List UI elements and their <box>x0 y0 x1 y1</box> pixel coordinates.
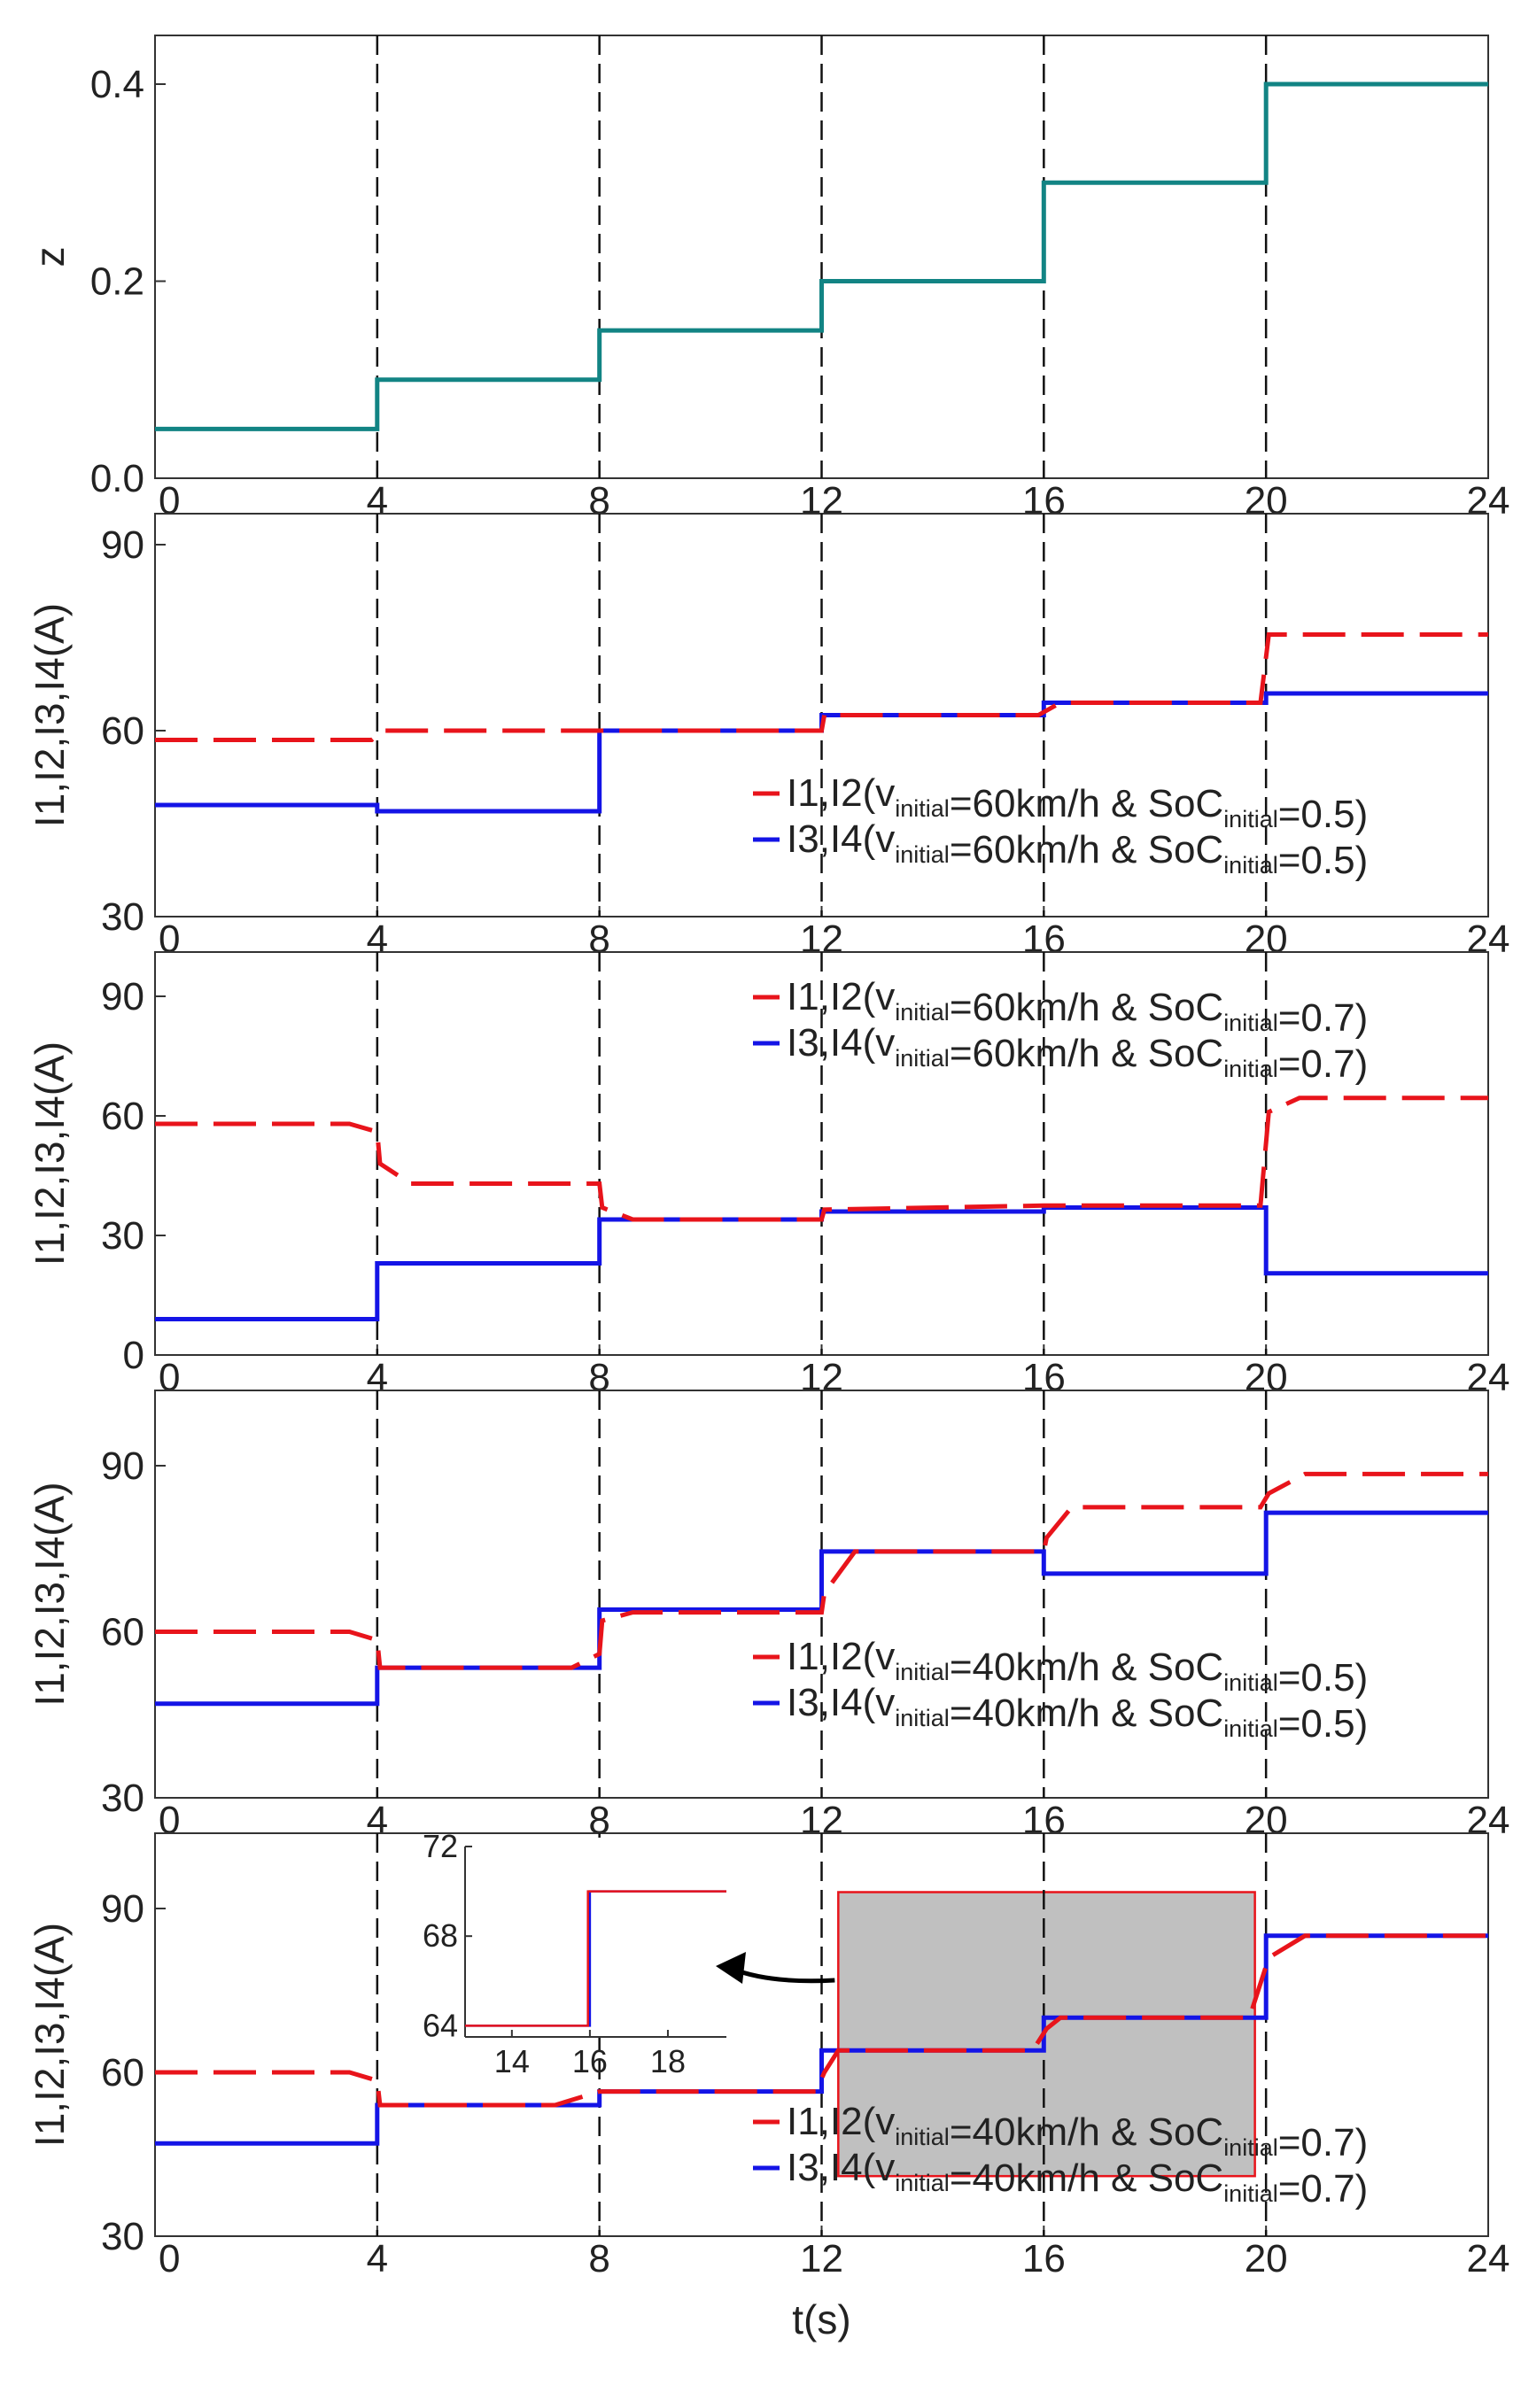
inset-y-tick-label: 64 <box>423 2007 458 2043</box>
y-tick-label: 60 <box>101 1611 144 1654</box>
zoom-inset: 64 68 72 14 16 18 <box>423 1828 835 2079</box>
legend-label: I3,I4(vinitial=60km/h & SoCinitial=0.7) <box>787 1021 1368 1086</box>
legend-label: I1,I2(vinitial=60km/h & SoCinitial=0.5) <box>787 771 1368 836</box>
panel-v40-soc07: 30 60 90 0 4 8 12 16 20 24 I1,I2,I3,I4(A) I1,I2(vin… <box>27 1828 1509 2342</box>
y-tick-label: 0.4 <box>90 63 144 106</box>
x-tick-label: 20 <box>1245 2237 1288 2280</box>
y-axis-label: z <box>27 247 73 267</box>
y-tick-label: 90 <box>101 1444 144 1488</box>
legend-entry: I3,I4(vinitial=40km/h & SoCinitial=0.7) <box>753 2146 1368 2211</box>
y-axis-label: I1,I2,I3,I4(A) <box>27 1041 73 1266</box>
inset-y-tick-label: 68 <box>423 1917 458 1954</box>
y-tick-label: 0.0 <box>90 457 144 500</box>
y-tick-label: 90 <box>101 975 144 1018</box>
inset-background <box>465 1838 726 2037</box>
legend-entry: I1,I2(vinitial=40km/h & SoCinitial=0.7) <box>753 2100 1368 2164</box>
y-tick-label: 0.2 <box>90 260 144 304</box>
x-tick-label: 0 <box>159 479 180 523</box>
legend-entry: I1,I2(vinitial=60km/h & SoCinitial=0.7) <box>753 975 1368 1040</box>
y-axis-label: I1,I2,I3,I4(A) <box>27 603 73 827</box>
series-line-i3-i4 <box>155 1510 1488 1707</box>
x-axis-label: t(s) <box>792 2296 850 2342</box>
legend-entry: I1,I2(vinitial=40km/h & SoCinitial=0.5) <box>753 1635 1368 1700</box>
series-line-z <box>155 81 1488 431</box>
legend-label: I3,I4(vinitial=60km/h & SoCinitial=0.5) <box>787 817 1368 882</box>
y-tick-label: 0 <box>123 1334 144 1377</box>
series-line-i1-i2 <box>155 1096 1488 1222</box>
legend-label: I3,I4(vinitial=40km/h & SoCinitial=0.5) <box>787 1681 1368 1746</box>
legend-label: I1,I2(vinitial=40km/h & SoCinitial=0.7) <box>787 2100 1368 2164</box>
inset-x-tick-label: 16 <box>572 2043 608 2079</box>
inset-y-tick-label: 72 <box>423 1828 458 1864</box>
y-tick-label: 30 <box>101 1214 144 1258</box>
y-axis-label: I1,I2,I3,I4(A) <box>27 1482 73 1706</box>
x-tick-label: 0 <box>159 1356 180 1399</box>
x-tick-label: 4 <box>367 2237 388 2280</box>
series-line-i1-i2 <box>155 1933 1488 2108</box>
inset-series-line <box>465 1890 726 2027</box>
y-tick-label: 60 <box>101 1095 144 1138</box>
panels: 0.0 0.2 0.4 0 4 8 12 16 20 24 z 30 60 90 0 4 8 12 16 20 24 I1… <box>27 35 1509 2342</box>
y-tick-label: 30 <box>101 2215 144 2258</box>
y-axis-label: I1,I2,I3,I4(A) <box>27 1923 73 2147</box>
series-line-i1-i2 <box>155 1471 1488 1670</box>
legend-label: I1,I2(vinitial=60km/h & SoCinitial=0.7) <box>787 975 1368 1040</box>
y-tick-label: 30 <box>101 895 144 939</box>
legend-entry: I3,I4(vinitial=40km/h & SoCinitial=0.5) <box>753 1681 1368 1746</box>
legend-label: I3,I4(vinitial=40km/h & SoCinitial=0.7) <box>787 2146 1368 2211</box>
x-tick-label: 24 <box>1467 2237 1510 2280</box>
inset-x-tick-label: 18 <box>650 2043 686 2079</box>
legend-label: I1,I2(vinitial=40km/h & SoCinitial=0.5) <box>787 1635 1368 1700</box>
x-tick-label: 0 <box>159 2237 180 2280</box>
y-tick-label: 30 <box>101 1777 144 1820</box>
x-tick-label: 0 <box>159 918 180 961</box>
series-line-i3-i4 <box>155 1933 1488 2146</box>
x-tick-label: 12 <box>800 2237 843 2280</box>
inset-x-tick-label: 14 <box>494 2043 530 2079</box>
zoom-highlight-box <box>837 1891 1256 2178</box>
legend-entry: I1,I2(vinitial=60km/h & SoCinitial=0.5) <box>753 771 1368 836</box>
zoom-arrow-head <box>716 1952 746 1984</box>
x-tick-label: 8 <box>588 2237 609 2280</box>
panel-z: 0.00.20.40 4 8 12 16 20 24z <box>27 35 1509 523</box>
y-tick-label: 60 <box>101 2051 144 2094</box>
y-tick-label: 60 <box>101 709 144 753</box>
x-tick-label: 16 <box>1022 2237 1066 2280</box>
x-tick-label: 0 <box>159 1799 180 1842</box>
y-tick-label: 90 <box>101 523 144 567</box>
legend-entry: I3,I4(vinitial=60km/h & SoCinitial=0.7) <box>753 1021 1368 1086</box>
y-tick-label: 90 <box>101 1887 144 1931</box>
series-line-i1-i2 <box>155 632 1488 742</box>
zoom-arrow <box>731 1966 835 1984</box>
legend-entry: I3,I4(vinitial=60km/h & SoCinitial=0.5) <box>753 817 1368 882</box>
